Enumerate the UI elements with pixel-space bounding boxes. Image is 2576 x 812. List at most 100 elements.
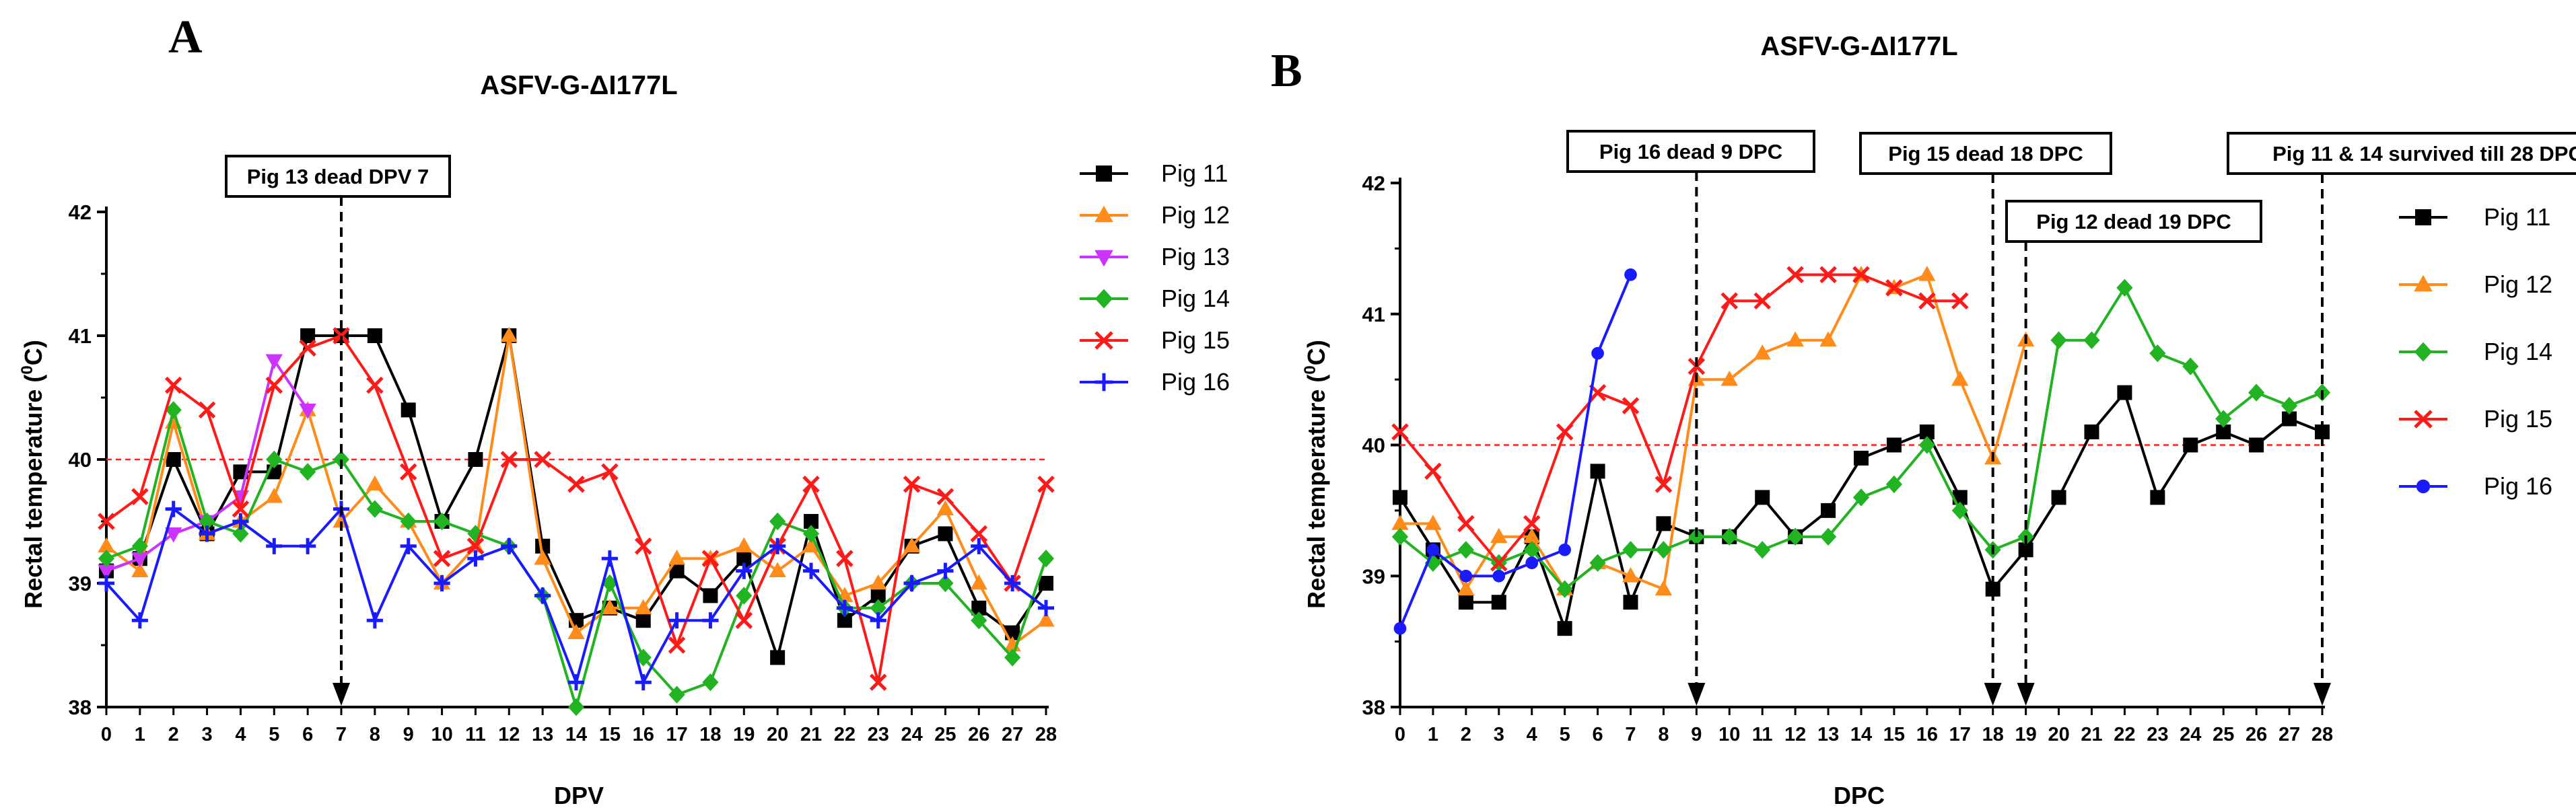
legend-entry: Pig 15 — [1080, 326, 1230, 354]
data-point — [1622, 397, 1640, 414]
data-point — [1819, 266, 1837, 284]
data-point — [400, 512, 417, 531]
data-point — [1492, 569, 1506, 583]
data-point — [2216, 425, 2231, 440]
annotation: Pig 16 dead 9 DPC — [1566, 130, 1815, 706]
data-point — [937, 574, 954, 593]
data-point — [2083, 331, 2100, 349]
data-point — [232, 525, 249, 543]
data-point — [971, 612, 987, 630]
data-point — [635, 599, 652, 615]
annotation-box — [1859, 132, 2112, 175]
data-point — [668, 550, 686, 565]
data-point — [232, 513, 249, 530]
data-point — [971, 538, 987, 554]
data-point — [266, 450, 283, 469]
x-tick-label: 9 — [1691, 724, 1702, 745]
x-tick-label: 8 — [370, 724, 380, 745]
data-point — [366, 612, 383, 629]
panel-a-ylabel: Rectal temperature (0C) — [18, 340, 47, 608]
legend-entry: Pig 16 — [1080, 368, 1230, 396]
panel-b-series — [1391, 266, 2331, 636]
data-point — [198, 401, 216, 419]
data-point — [937, 562, 954, 579]
data-point — [232, 500, 250, 518]
data-point — [1787, 527, 1804, 546]
x-tick-label: 1 — [1428, 724, 1438, 745]
data-point — [1391, 423, 1409, 441]
data-point — [1819, 331, 1837, 347]
x-tick-label: 20 — [2048, 724, 2069, 745]
data-point — [400, 538, 417, 554]
data-point — [131, 537, 148, 555]
series-line — [1399, 273, 1960, 564]
y-tick-label: 38 — [69, 696, 92, 719]
data-point — [1886, 437, 1902, 453]
y-tick-label: 40 — [1362, 434, 1385, 457]
data-point — [635, 649, 652, 667]
data-point — [903, 476, 921, 493]
data-point — [2315, 425, 2330, 440]
data-point — [635, 613, 651, 628]
data-point — [1490, 554, 1508, 572]
x-tick-label: 5 — [269, 724, 279, 745]
data-point — [300, 538, 316, 554]
data-point — [736, 551, 752, 566]
data-point — [668, 636, 686, 654]
x-tick-label: 11 — [465, 724, 486, 745]
data-point — [1821, 503, 1836, 518]
data-point — [1985, 581, 2000, 597]
data-point — [1720, 370, 1738, 386]
annotation-box — [2227, 132, 2576, 175]
x-tick-label: 26 — [968, 724, 989, 745]
data-point — [701, 550, 720, 567]
data-point — [1589, 554, 1606, 572]
data-point — [769, 512, 786, 531]
data-point — [166, 452, 181, 467]
data-point — [1721, 527, 1738, 546]
panel-b: B ASFV-G-ΔI177L DPC Rectal temperature (… — [1271, 32, 2576, 809]
data-point — [2249, 437, 2264, 453]
data-point — [1786, 331, 1804, 347]
x-tick-label: 20 — [767, 724, 788, 745]
data-point — [836, 550, 854, 567]
data-point — [199, 525, 215, 542]
data-point — [1622, 567, 1640, 583]
legend-label: Pig 16 — [1161, 368, 1230, 396]
x-tick-label: 0 — [1395, 724, 1405, 745]
series-pig-15 — [1391, 266, 1969, 572]
data-point — [266, 538, 283, 554]
x-tick-label: 3 — [202, 724, 213, 745]
data-point — [567, 674, 585, 691]
data-point — [98, 550, 115, 568]
x-tick-label: 24 — [2180, 724, 2201, 745]
data-point — [265, 354, 283, 369]
data-point — [1558, 543, 1571, 556]
data-point — [1852, 266, 1870, 284]
data-point — [1004, 575, 1021, 592]
data-point — [1457, 580, 1475, 596]
data-point — [1523, 515, 1541, 533]
x-tick-label: 12 — [1784, 724, 1806, 745]
data-point — [131, 612, 148, 629]
data-point — [1037, 550, 1055, 568]
data-point — [131, 552, 149, 568]
data-point — [2050, 331, 2067, 349]
data-point — [366, 500, 383, 518]
data-point — [2149, 344, 2166, 363]
legend-marker — [1096, 165, 1112, 182]
data-point — [1490, 527, 1508, 544]
y-tick-label: 39 — [69, 572, 92, 595]
x-tick-label: 18 — [1982, 724, 2004, 745]
panel-b-ylabel: Rectal temperature (0C) — [1301, 340, 1330, 608]
data-point — [2183, 437, 2198, 453]
annotation-arrow-icon — [2313, 683, 2331, 706]
legend-entry: Pig 11 — [2399, 203, 2550, 231]
legend-marker — [2414, 410, 2433, 429]
data-point — [1755, 490, 1770, 505]
data-point — [770, 650, 786, 665]
data-point — [668, 686, 685, 704]
y-tick-label: 42 — [1362, 172, 1385, 195]
